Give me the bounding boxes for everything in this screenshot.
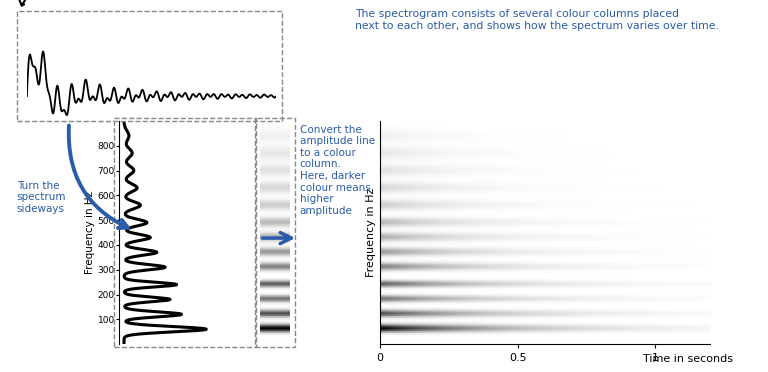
Text: Convert the
amplitude line
to a colour
column.
Here, darker
colour means
higher
: Convert the amplitude line to a colour c… [300, 125, 375, 216]
Y-axis label: Frequency in Hz: Frequency in Hz [366, 188, 376, 277]
Y-axis label: Frequency in Hz: Frequency in Hz [84, 191, 94, 274]
Text: Time in seconds: Time in seconds [644, 354, 733, 364]
Text: The spectrogram consists of several colour columns placed
next to each other, an: The spectrogram consists of several colo… [355, 9, 719, 31]
Text: Turn the
spectrum
sideways: Turn the spectrum sideways [17, 180, 66, 214]
